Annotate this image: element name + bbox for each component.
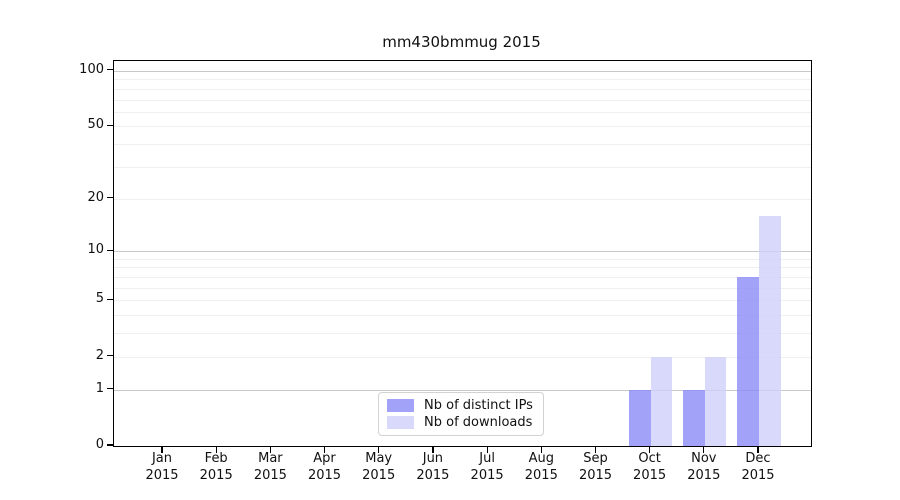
x-tick-year: 2015 (687, 468, 721, 483)
x-tick-label-apr: Apr 2015 (293, 450, 357, 484)
gridline-5 (114, 300, 811, 302)
x-tick-month: Apr (313, 451, 336, 466)
x-tick-mark-apr (323, 446, 326, 453)
x-tick-label-sep: Sep 2015 (564, 450, 628, 484)
chart-title: mm430bmmug 2015 (382, 33, 541, 51)
x-tick-label-oct: Oct 2015 (618, 450, 682, 484)
x-tick-month: Jun (422, 451, 444, 466)
y-tick-mark-20 (107, 196, 113, 199)
x-tick-label-jun: Jun 2015 (401, 450, 465, 484)
bar-ips-oct (628, 389, 651, 446)
gridline-80 (114, 88, 811, 90)
gridline-10 (114, 251, 811, 253)
gridline-9 (114, 258, 811, 260)
x-tick-label-nov: Nov 2015 (672, 450, 736, 484)
x-tick-month: Oct (638, 451, 661, 466)
gridline-70 (114, 99, 811, 101)
x-tick-year: 2015 (253, 468, 287, 483)
x-tick-mark-aug (540, 446, 542, 453)
y-tick-label-0: 0 (95, 437, 104, 452)
x-tick-year: 2015 (362, 468, 396, 483)
x-tick-year: 2015 (578, 468, 613, 483)
y-tick-mark-100 (107, 69, 113, 71)
gridline-30 (114, 166, 811, 168)
x-tick-mark-jan (161, 446, 163, 453)
x-tick-label-dec: Dec 2015 (726, 450, 790, 484)
y-tick-label-50: 50 (87, 117, 104, 133)
x-tick-month: Dec (745, 451, 771, 466)
y-tick-mark-5 (107, 298, 113, 300)
legend: Nb of distinct IPs Nb of downloads (378, 392, 544, 436)
gridline-3 (114, 333, 811, 335)
gridline-100 (114, 70, 811, 72)
x-tick-mark-feb (215, 446, 217, 453)
gridline-6 (114, 287, 811, 289)
x-tick-mark-oct (649, 446, 651, 453)
x-tick-month: Feb (204, 451, 228, 466)
x-tick-label-mar: Mar 2015 (238, 450, 302, 484)
x-tick-mark-jun (432, 446, 434, 453)
gridline-4 (114, 315, 811, 317)
legend-swatch-downloads (387, 416, 414, 429)
x-tick-year: 2015 (524, 468, 558, 483)
x-tick-year: 2015 (145, 468, 179, 483)
x-tick-month: Nov (691, 451, 717, 466)
bar-ips-nov (683, 389, 705, 446)
y-tick-label-100: 100 (79, 61, 104, 77)
x-tick-month: Mar (258, 451, 283, 466)
bar-ips-dec (737, 277, 759, 446)
legend-swatch-distinct-ips (387, 399, 414, 412)
x-tick-mark-nov (703, 446, 705, 453)
x-tick-mark-dec (757, 446, 759, 453)
gridline-8 (114, 267, 811, 269)
bar-downloads-nov (704, 356, 727, 446)
x-tick-label-jan: Jan 2015 (130, 450, 194, 484)
gridline-90 (114, 79, 811, 81)
y-tick-mark-50 (107, 124, 113, 127)
x-tick-year: 2015 (470, 468, 504, 483)
x-tick-mark-jul (486, 446, 488, 453)
x-tick-year: 2015 (307, 468, 342, 483)
x-tick-mark-may (378, 446, 380, 453)
gridline-2 (114, 356, 811, 358)
x-tick-year: 2015 (741, 468, 775, 483)
bar-downloads-dec (759, 215, 781, 446)
gridline-1 (114, 389, 811, 391)
y-tick-label-20: 20 (87, 189, 104, 205)
x-tick-label-aug: Aug 2015 (509, 450, 573, 484)
gridline-50 (114, 126, 811, 128)
x-tick-year: 2015 (199, 468, 233, 483)
x-tick-year: 2015 (416, 468, 450, 483)
gridline-20 (114, 198, 811, 200)
y-tick-label-10: 10 (87, 242, 104, 258)
y-tick-label-5: 5 (95, 291, 104, 307)
y-tick-label-2: 2 (95, 347, 104, 363)
legend-row-downloads: Nb of downloads (387, 414, 535, 431)
x-tick-month: Jan (151, 451, 173, 466)
x-tick-year: 2015 (633, 468, 667, 483)
bar-downloads-oct (650, 356, 673, 446)
gridline-60 (114, 111, 811, 113)
legend-label-distinct-ips: Nb of distinct IPs (424, 398, 533, 413)
gridline-40 (114, 144, 811, 146)
x-tick-month: Sep (583, 451, 608, 466)
x-tick-mark-sep (594, 446, 597, 453)
y-tick-mark-1 (107, 388, 113, 390)
x-tick-month: May (365, 451, 393, 466)
y-tick-mark-10 (107, 249, 113, 251)
gridline-7 (114, 277, 811, 278)
x-tick-mark-mar (269, 446, 272, 453)
x-tick-label-jul: Jul 2015 (455, 450, 519, 484)
legend-label-downloads: Nb of downloads (424, 415, 533, 430)
plot-area (113, 60, 812, 447)
x-tick-month: Aug (528, 451, 554, 466)
x-tick-label-feb: Feb 2015 (184, 450, 248, 484)
x-tick-month: Jul (479, 451, 495, 466)
y-tick-mark-2 (107, 355, 113, 357)
y-tick-mark-0 (107, 444, 113, 446)
legend-row-distinct-ips: Nb of distinct IPs (387, 397, 535, 414)
y-tick-label-1: 1 (95, 380, 104, 396)
x-tick-label-may: May 2015 (347, 450, 411, 484)
